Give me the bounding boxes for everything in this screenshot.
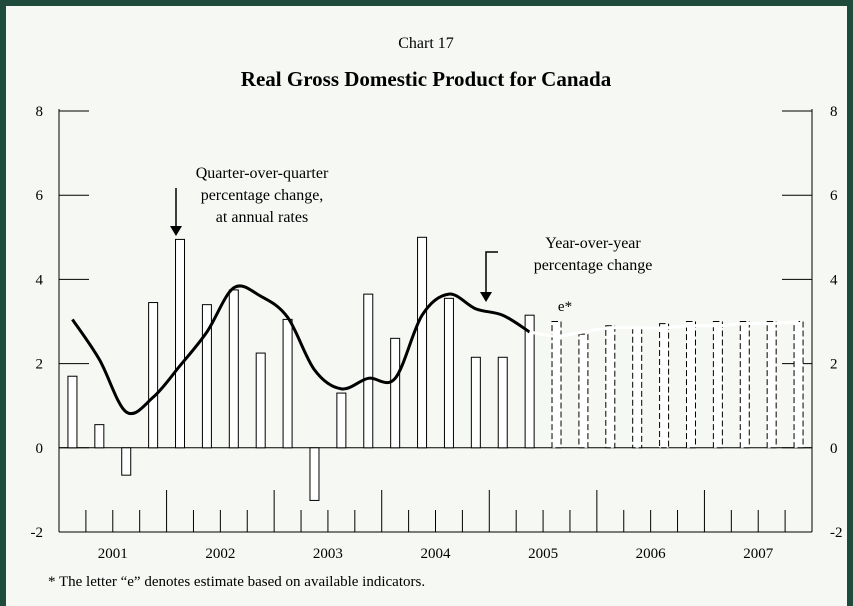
x-tick-label: 2001 — [98, 546, 128, 562]
chart-title: Real Gross Domestic Product for Canada — [241, 67, 612, 91]
bar — [148, 302, 159, 449]
bar — [497, 356, 508, 449]
estimate-marker: e* — [558, 299, 572, 315]
bar-estimate — [632, 327, 643, 449]
y-tick-label-right: 0 — [830, 441, 838, 457]
y-tick-label-right: 2 — [830, 357, 838, 373]
x-tick-label: 2006 — [636, 546, 667, 562]
qoq-label-line-3: at annual rates — [216, 209, 308, 226]
x-tick-label: 2002 — [205, 546, 235, 562]
yoy-line-estimate — [529, 320, 799, 338]
y-tick-label-left: 6 — [36, 188, 44, 204]
bar — [121, 447, 132, 476]
bar-estimate — [578, 333, 589, 449]
bar — [390, 337, 401, 449]
bar-estimate — [739, 321, 750, 449]
bar-estimate — [605, 325, 616, 449]
bar — [443, 297, 454, 449]
y-tick-label-right: -2 — [830, 525, 843, 541]
y-tick-label-left: -2 — [31, 525, 44, 541]
bar — [309, 447, 320, 501]
bar — [524, 314, 535, 449]
yoy-line-actual — [71, 284, 531, 415]
bar-estimate — [551, 321, 562, 449]
y-tick-label-left: 0 — [36, 441, 44, 457]
bar-estimate — [685, 321, 696, 449]
yoy-label-line-1: Year-over-year — [545, 235, 641, 252]
bar — [336, 392, 347, 449]
bar — [94, 424, 105, 449]
x-tick-label: 2005 — [528, 546, 558, 562]
bar — [255, 352, 266, 449]
chart-kicker: Chart 17 — [398, 35, 454, 52]
qoq-arrow-head — [170, 226, 182, 236]
yoy-arrow-shaft — [485, 251, 498, 292]
x-tick-label: 2007 — [743, 546, 774, 562]
bar — [175, 238, 186, 449]
bar — [470, 356, 481, 449]
bar-estimate — [766, 321, 777, 449]
yoy-arrow-head — [480, 292, 492, 302]
y-tick-label-right: 6 — [830, 188, 838, 204]
bar — [282, 318, 293, 449]
y-tick-label-right: 8 — [830, 104, 838, 120]
bar-estimate — [712, 321, 723, 449]
bar — [363, 293, 374, 449]
bar — [228, 289, 239, 449]
qoq-label-line-2: percentage change, — [201, 187, 324, 204]
bar — [67, 375, 78, 449]
line-group — [71, 284, 799, 415]
x-tick-label: 2004 — [421, 546, 452, 562]
x-tick-label: 2003 — [313, 546, 343, 562]
y-tick-label-left: 4 — [36, 272, 44, 288]
annotations: Quarter-over-quarter percentage change, … — [170, 165, 652, 315]
y-tick-label-left: 2 — [36, 357, 44, 373]
qoq-label-line-1: Quarter-over-quarter — [196, 165, 329, 182]
bar — [417, 236, 428, 449]
bar — [201, 304, 212, 449]
bar-estimate — [793, 321, 804, 449]
y-tick-label-left: 8 — [36, 104, 44, 120]
bars-group — [67, 236, 804, 501]
bar-estimate — [659, 323, 670, 449]
yoy-label-line-2: percentage change — [534, 257, 653, 274]
y-tick-label-right: 4 — [830, 272, 838, 288]
axes: -2 -2 0 0 2 2 4 4 6 6 8 8 2001 2002 2003 2004 2005 2006 20… — [31, 104, 843, 562]
footnote: * The letter “e” denotes estimate based … — [48, 574, 425, 590]
